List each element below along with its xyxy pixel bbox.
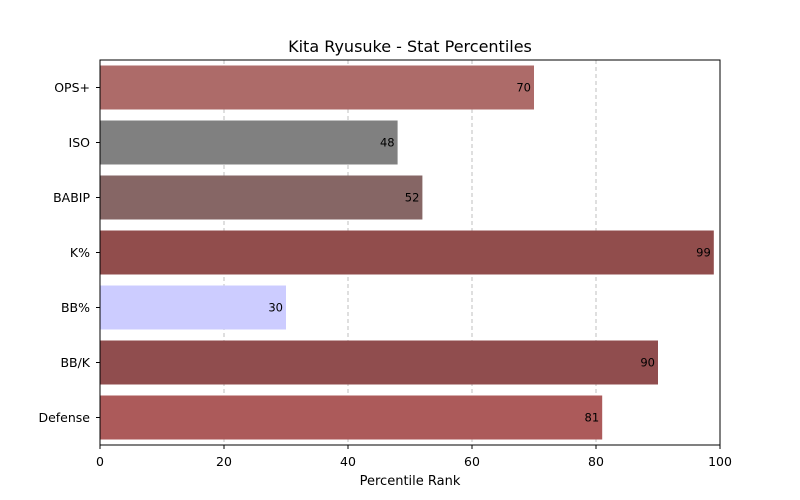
plot-frame — [99, 59, 721, 446]
y-tick-label: BABIP — [53, 190, 90, 205]
chart-title: Kita Ryusuke - Stat Percentiles — [288, 37, 532, 56]
bar-value-label: 90 — [640, 356, 655, 370]
bar-value-label: 30 — [268, 301, 283, 315]
x-tick-label: 20 — [216, 454, 232, 469]
y-tick-label: Defense — [38, 410, 90, 425]
bar-value-label: 70 — [516, 81, 531, 95]
bar-value-label: 52 — [405, 191, 420, 205]
x-tick-label: 40 — [340, 454, 356, 469]
bar-bb-k — [100, 340, 658, 385]
bar-value-label: 48 — [380, 136, 395, 150]
x-axis-ticks: 0 20 40 60 80 100 — [96, 445, 732, 469]
y-tick-label: BB% — [61, 300, 90, 315]
x-axis-label: Percentile Rank — [360, 474, 461, 489]
x-tick-label: 80 — [588, 454, 604, 469]
y-tick-label: K% — [70, 245, 90, 260]
bar-value-label: 81 — [585, 411, 600, 425]
bars: 70 48 52 99 30 90 81 — [100, 65, 714, 440]
bar-ops — [100, 65, 534, 110]
bar-iso — [100, 120, 398, 165]
bar-value-label: 99 — [696, 246, 711, 260]
bar-k — [100, 230, 714, 275]
y-axis-ticks: OPS+ ISO BABIP K% BB% BB/K Defense — [38, 80, 100, 425]
y-tick-label: ISO — [69, 135, 91, 150]
bar-defense — [100, 395, 603, 440]
y-tick-label: OPS+ — [54, 80, 90, 95]
x-tick-label: 100 — [708, 454, 732, 469]
bar-bb — [100, 285, 286, 330]
x-tick-label: 60 — [464, 454, 480, 469]
bar-babip — [100, 175, 423, 220]
y-tick-label: BB/K — [60, 355, 90, 370]
x-tick-label: 0 — [96, 454, 104, 469]
